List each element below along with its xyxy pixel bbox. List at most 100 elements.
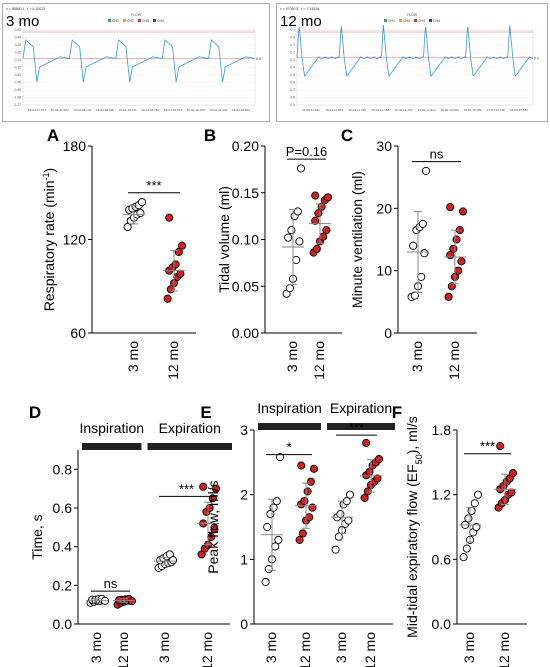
data-point [168, 556, 178, 565]
trace-ytick: -0.89 [13, 88, 21, 92]
flow-waveform [296, 24, 534, 78]
trace-xtick: 15:04:13.550 [510, 108, 528, 112]
legend-swatch [108, 19, 111, 22]
group-bar [258, 423, 321, 430]
trace-xtick: 15:04:47.883 [51, 108, 69, 112]
data-point [298, 529, 307, 538]
x-tick-label: 12 mo [199, 632, 215, 667]
y-tick-label: 0.10 [232, 232, 259, 248]
trace-ytick: -1.08 [13, 96, 21, 100]
x-tick-label: 12 mo [311, 341, 327, 380]
y-tick-label: 0.0 [53, 616, 73, 632]
trace-xtick: 15:04:11.462 [302, 108, 320, 112]
x-tick-label: 3 mo [125, 341, 141, 372]
data-point [457, 257, 466, 266]
x-tick-label: 12 mo [165, 341, 181, 380]
y-tick-label: 20 [376, 200, 392, 216]
y-tick-label: 0.6 [432, 551, 452, 567]
data-point [272, 497, 281, 506]
legend-label: CH1 [388, 19, 395, 23]
legend-label: CH2 [403, 19, 410, 23]
data-point [296, 164, 306, 173]
trace-xtick: 15:04:49.405 [209, 108, 227, 112]
data-point [263, 522, 272, 532]
trace-xtick: 15:04:12.854 [441, 108, 459, 112]
data-point [462, 544, 471, 553]
trace-ref-label: 0.0 [256, 57, 261, 61]
data-point [305, 513, 314, 522]
panel-f: F 0.0 0.6 1.2 1.8 Mid-tidal expiratory flow (… [392, 403, 527, 667]
data-point [199, 482, 208, 491]
trace-xtick: 15:04:12.622 [418, 108, 436, 112]
panel-letter: C [341, 126, 353, 145]
trace-ytick: -0.70 [13, 81, 21, 85]
trace-xtick: 15:04:12.390 [394, 108, 412, 112]
group-label: Expiration [330, 400, 392, 416]
x-tick-label: 3 mo [88, 632, 104, 663]
legend-swatch [429, 19, 432, 22]
data-point [303, 487, 312, 496]
legend-label: CH1 [112, 19, 119, 23]
y-tick-label: 0.20 [232, 138, 259, 154]
trace-xtick: 15:04:47.677 [28, 108, 46, 112]
x-tick-label: 3 mo [263, 632, 279, 663]
data-point [285, 284, 294, 293]
legend-swatch [384, 19, 387, 22]
trace-plot-border [296, 29, 534, 106]
y-axis-label: Mid-tidal expiratory flow (EF50), ml/s [404, 416, 424, 638]
trace-ytick: 0.0 [290, 36, 295, 40]
data-point [418, 219, 427, 228]
panel-d: D 0.0 0.2 0.4 0.6 0.8 Time, s Inspiration Expira… [29, 403, 232, 667]
trace-xtick: 15:04:13.318 [487, 108, 505, 112]
significance-label: *** [349, 420, 364, 435]
panel-letter: B [204, 126, 216, 145]
x-tick-label: 12 mo [297, 632, 313, 667]
data-point [444, 292, 453, 301]
trace-ytick: -0.5 [289, 73, 295, 77]
y-tick-label: 0.0 [432, 616, 452, 632]
data-point [312, 244, 321, 253]
trace-xtick: 15:04:13.086 [464, 108, 482, 112]
trace-header-text: x = 97080.5, Y = 7.14526 [280, 7, 319, 11]
data-point [176, 269, 185, 278]
data-point [452, 235, 461, 244]
legend-label: CH4 [433, 19, 440, 23]
significance-label: *** [179, 481, 194, 496]
trace-ytick: -0.1 [289, 43, 295, 47]
data-point [496, 442, 505, 451]
data-point [417, 272, 426, 281]
x-tick-label: 12 mo [115, 632, 131, 667]
data-point [508, 469, 518, 478]
data-point [163, 294, 172, 303]
group-label: Inspiration [79, 420, 144, 436]
y-axis-label: Respiratory rate (min-1) [41, 168, 57, 311]
data-point [311, 191, 320, 200]
y-tick-label: 0.4 [53, 539, 73, 555]
x-tick-label: 12 mo [446, 341, 462, 380]
panel-e: E 0 1 2 3 Peak flow, ml/s Inspiration Expiratio… [200, 400, 395, 667]
legend-swatch [414, 19, 417, 22]
trace-xtick: 15:04:48.973 [164, 108, 182, 112]
trace-ytick: -0.2 [289, 51, 295, 55]
data-point [421, 166, 431, 175]
trace-ytick: -1.27 [13, 103, 21, 107]
trace-ytick: 0.63 [15, 28, 22, 32]
y-tick-label: 0.8 [53, 461, 73, 477]
legend-label: CH4 [157, 19, 164, 23]
data-point [306, 477, 315, 486]
y-tick-label: 0.00 [232, 325, 259, 341]
trace-plot-title: FLOW [131, 13, 142, 17]
x-tick-label: 3 mo [333, 632, 349, 663]
flow-trace-3mo: x = 95860.1, Y = 6.20072 FLOW CH1 CH2 CH3 CH4… [6, 7, 261, 112]
flow-trace-12mo: x = 97080.5, Y = 7.14526 FLOW CH1 CH2 CH3 CH4… [280, 7, 539, 112]
y-tick-label: 60 [70, 325, 86, 341]
data-point [171, 260, 180, 269]
data-point [177, 241, 187, 250]
trace-header-text: x = 95860.1, Y = 6.20072 [6, 7, 45, 11]
data-point [470, 499, 479, 508]
y-tick-label: 30 [376, 138, 392, 154]
y-axis-label: Time, s [29, 514, 45, 559]
data-point [322, 226, 331, 235]
data-point [210, 525, 219, 534]
